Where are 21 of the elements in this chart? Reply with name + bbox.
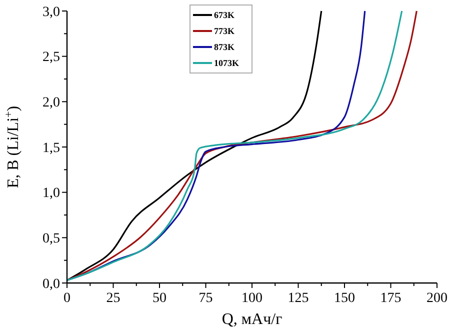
y-tick-label: 0,5 [42, 232, 60, 247]
x-tick-label: 50 [152, 291, 166, 306]
y-tick-label: 0,0 [42, 276, 60, 292]
x-tick-label: 175 [380, 291, 402, 306]
x-tick-label: 200 [426, 291, 448, 306]
x-axis-title: Q, мАч/г [222, 311, 283, 328]
legend-label: 773K [214, 26, 235, 36]
legend-label: 673K [214, 10, 235, 20]
y-tick-label: 1,5 [42, 140, 60, 156]
y-tick-label: 2,5 [42, 50, 60, 66]
x-tick-label: 75 [198, 291, 213, 306]
x-tick-label: 100 [242, 291, 262, 306]
y-tick-label: 1,0 [42, 186, 60, 202]
x-tick-label: 0 [64, 291, 70, 306]
x-tick-label: 25 [106, 291, 120, 306]
y-tick-label: 3,0 [42, 4, 60, 20]
x-tick-label: 125 [288, 291, 309, 306]
x-tick-label: 150 [334, 291, 355, 306]
legend-label: 1073K [214, 58, 240, 68]
y-tick-label: 2,0 [42, 96, 60, 111]
legend-label: 873K [214, 42, 235, 52]
